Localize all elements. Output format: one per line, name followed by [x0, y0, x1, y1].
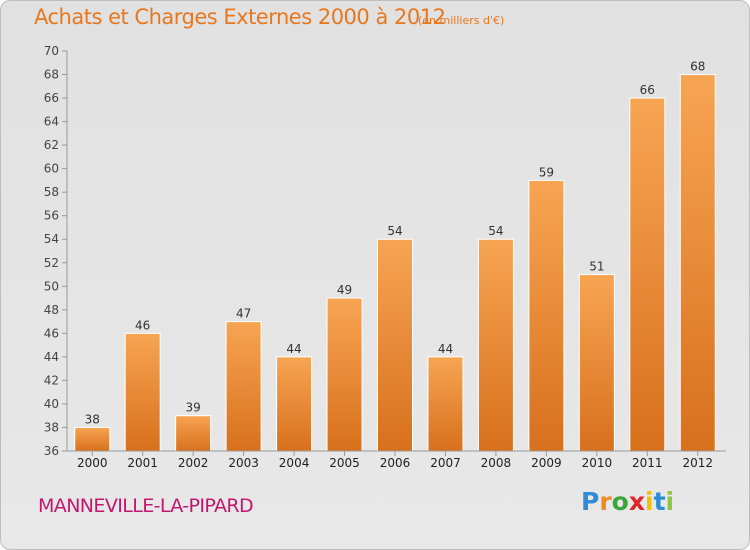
- bar-2008: [477, 238, 514, 452]
- logo-letter: t: [653, 487, 666, 516]
- bar-2005: [326, 297, 363, 452]
- data-label-2010: 51: [589, 260, 604, 274]
- x-tick-label-2008: 2008: [481, 456, 512, 470]
- chart-title: Achats et Charges Externes 2000 à 2012: [34, 5, 446, 29]
- bar-2007: [427, 356, 464, 452]
- data-label-2011: 66: [640, 83, 655, 97]
- logo-letter: x: [628, 487, 645, 516]
- x-tick-label-2001: 2001: [127, 456, 158, 470]
- y-tick-label: 58: [44, 185, 59, 199]
- logo-letter: P: [581, 487, 600, 516]
- data-label-2006: 54: [387, 224, 402, 238]
- y-tick-label: 42: [44, 373, 59, 387]
- bar-2001: [124, 332, 161, 452]
- logo-letter: r: [599, 487, 612, 516]
- bar-2011: [629, 97, 666, 452]
- y-tick-label: 36: [44, 444, 59, 458]
- x-tick-label-2002: 2002: [178, 456, 209, 470]
- bar-2002: [175, 415, 212, 452]
- logo-letter: i: [645, 487, 654, 516]
- logo-letter: i: [665, 487, 675, 516]
- x-tick-label-2007: 2007: [430, 456, 461, 470]
- bar-2003: [225, 321, 262, 452]
- x-tick-label-2003: 2003: [228, 456, 259, 470]
- x-tick-label-2006: 2006: [380, 456, 411, 470]
- x-tick-label-2005: 2005: [329, 456, 360, 470]
- logo-letter: o: [611, 487, 629, 516]
- bar-2010: [578, 274, 615, 452]
- data-label-2007: 44: [438, 342, 453, 356]
- y-tick-label: 40: [44, 397, 59, 411]
- y-tick-label: 66: [44, 91, 59, 105]
- bars: 38 46 39 47 44 49 54 44 54 59 51 66 68: [74, 60, 716, 452]
- y-tick-label: 46: [44, 326, 59, 340]
- data-label-2002: 39: [186, 401, 201, 415]
- bar-2000: [74, 426, 111, 452]
- data-label-2003: 47: [236, 307, 251, 321]
- data-label-2004: 44: [286, 342, 301, 356]
- x-tick-label-2011: 2011: [632, 456, 663, 470]
- data-label-2005: 49: [337, 283, 352, 297]
- proxiti-logo[interactable]: Proxiti: [581, 487, 674, 516]
- y-tick-label: 60: [44, 162, 59, 176]
- x-axis: 2000 2001 2002 2003 2004 2005 2006 2007 2008 2009…: [67, 450, 726, 470]
- data-label-2009: 59: [539, 165, 554, 179]
- bar-2004: [276, 356, 313, 452]
- y-tick-label: 50: [44, 279, 59, 293]
- data-label-2012: 68: [690, 60, 705, 74]
- bar-2009: [528, 179, 565, 452]
- y-tick-label: 64: [44, 115, 59, 129]
- y-tick-label: 68: [44, 68, 59, 82]
- commune-name: MANNEVILLE-LA-PIPARD: [38, 495, 254, 517]
- bar-2012: [679, 74, 716, 452]
- y-tick-label: 62: [44, 138, 59, 152]
- x-tick-label-2004: 2004: [279, 456, 310, 470]
- y-tick-label: 56: [44, 209, 59, 223]
- y-tick-label: 48: [44, 303, 59, 317]
- data-label-2001: 46: [135, 318, 150, 332]
- y-tick-label: 38: [44, 420, 59, 434]
- data-label-2008: 54: [488, 224, 503, 238]
- y-tick-label: 44: [44, 350, 59, 364]
- bar-2006: [377, 238, 413, 452]
- x-tick-label-2009: 2009: [531, 456, 562, 470]
- y-tick-label: 54: [44, 232, 59, 246]
- chart-subtitle: (en milliers d'€): [418, 14, 505, 27]
- y-tick-label: 70: [44, 44, 59, 58]
- x-tick-label-2000: 2000: [77, 456, 108, 470]
- y-tick-label: 52: [44, 256, 59, 270]
- x-tick-label-2010: 2010: [582, 456, 613, 470]
- data-label-2000: 38: [85, 412, 100, 426]
- x-tick-label-2012: 2012: [682, 456, 713, 470]
- y-axis: 36 38 40 42 44 46 48 50 52 54 56 58 60 62 64 66 68 70: [44, 44, 68, 458]
